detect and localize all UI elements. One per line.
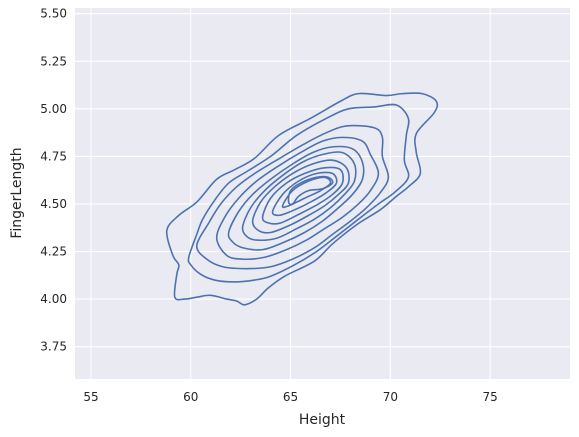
x-tick-label: 70	[383, 390, 398, 404]
contour-level-3	[195, 124, 390, 270]
x-tick-label: 60	[183, 390, 198, 404]
contour-level-4	[215, 136, 380, 261]
contour-level-6	[241, 151, 357, 242]
y-tick-labels: 3.75 4.00 4.25 4.50 4.75 5.00 5.25 5.50	[40, 7, 67, 354]
y-tick-label: 4.25	[40, 245, 67, 259]
y-tick-label: 4.00	[40, 292, 67, 306]
x-tick-labels: 55 60 65 70 75	[83, 390, 497, 404]
contour-level-1	[165, 92, 439, 306]
contour-level-5	[227, 145, 365, 251]
y-tick-label: 5.25	[40, 54, 67, 68]
x-axis-title: Height	[299, 412, 346, 428]
y-tick-label: 4.75	[40, 149, 67, 163]
contour-level-2	[187, 103, 410, 283]
kde-contour-lines	[165, 92, 439, 306]
contour-level-9	[271, 171, 338, 217]
y-tick-label: 3.75	[40, 340, 67, 354]
contour-level-8	[261, 166, 345, 225]
plot-background	[75, 8, 570, 379]
contour-level-7	[251, 159, 350, 234]
y-tick-label: 4.50	[40, 197, 67, 211]
x-tick-label: 55	[83, 390, 98, 404]
x-tick-label: 75	[483, 390, 498, 404]
y-tick-label: 5.50	[40, 7, 67, 21]
y-axis-title: FingerLength	[9, 147, 25, 238]
x-tick-label: 65	[283, 390, 298, 404]
y-tick-label: 5.00	[40, 102, 67, 116]
contour-level-11	[287, 175, 334, 206]
y-gridlines	[75, 13, 570, 348]
